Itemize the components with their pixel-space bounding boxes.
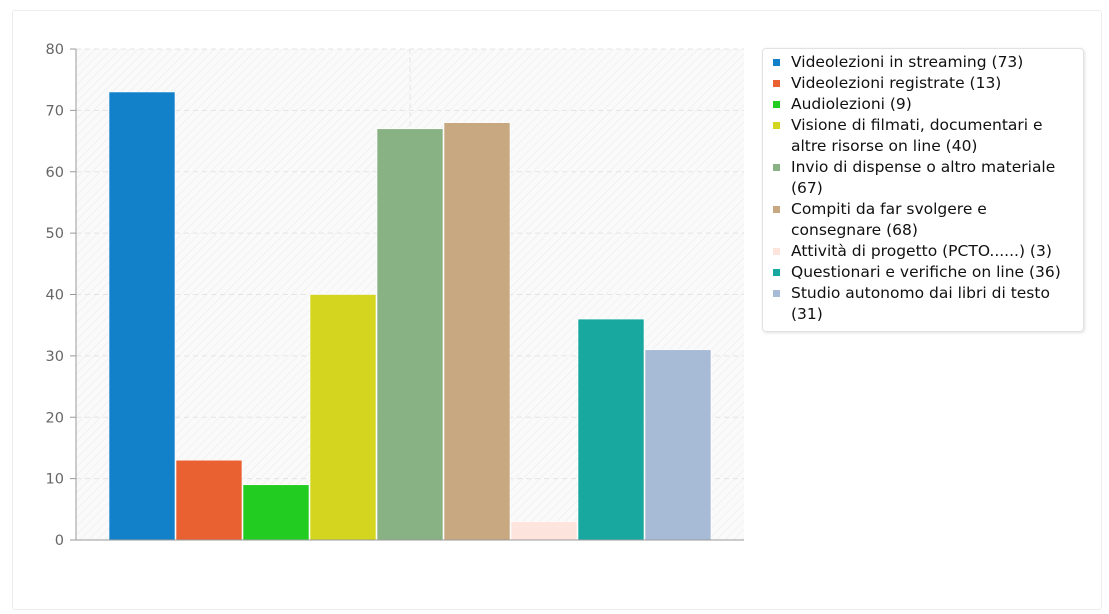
y-tick-label: 30 bbox=[46, 349, 64, 365]
legend-item[interactable]: Invio di dispense o altro materiale (67) bbox=[771, 157, 1075, 199]
y-tick-label: 80 bbox=[46, 42, 64, 58]
bar[interactable] bbox=[309, 294, 377, 541]
bar[interactable] bbox=[510, 521, 578, 541]
legend-swatch bbox=[773, 269, 780, 276]
y-tick-label: 60 bbox=[46, 165, 64, 181]
legend-item[interactable]: Videolezioni registrate (13) bbox=[771, 73, 1075, 94]
legend-label: Videolezioni in streaming (73) bbox=[791, 53, 1024, 71]
legend-swatch bbox=[773, 122, 780, 129]
bars bbox=[108, 91, 712, 541]
legend-item[interactable]: Visione di filmati, documentari e altre … bbox=[771, 115, 1075, 157]
legend-swatch bbox=[773, 101, 780, 108]
legend-item[interactable]: Compiti da far svolgere e consegnare (68… bbox=[771, 199, 1075, 241]
y-tick-labels: 0 10 20 30 40 50 60 70 80 bbox=[46, 42, 76, 549]
legend-item[interactable]: Videolezioni in streaming (73) bbox=[771, 52, 1075, 73]
y-tick-label: 40 bbox=[46, 288, 64, 304]
bar[interactable] bbox=[443, 122, 511, 541]
y-tick-label: 70 bbox=[46, 103, 64, 119]
legend-label: Videolezioni registrate (13) bbox=[791, 74, 1002, 92]
legend-label: Compiti da far svolgere e consegnare (68… bbox=[791, 200, 987, 239]
legend-item[interactable]: Studio autonomo dai libri di testo (31) bbox=[771, 283, 1075, 325]
legend-label: Attività di progetto (PCTO......) (3) bbox=[791, 242, 1052, 260]
y-tick-label: 0 bbox=[55, 533, 64, 549]
legend-label: Invio di dispense o altro materiale (67) bbox=[791, 158, 1056, 197]
bar[interactable] bbox=[108, 91, 176, 541]
legend-item[interactable]: Questionari e verifiche on line (36) bbox=[771, 262, 1075, 283]
legend-swatch bbox=[773, 290, 780, 297]
bar[interactable] bbox=[242, 484, 310, 541]
legend-label: Studio autonomo dai libri di testo (31) bbox=[791, 284, 1050, 323]
bar[interactable] bbox=[175, 459, 243, 541]
legend-swatch bbox=[773, 248, 780, 255]
legend-swatch bbox=[773, 59, 780, 66]
legend-item[interactable]: Attività di progetto (PCTO......) (3) bbox=[771, 241, 1075, 262]
chart-legend: Videolezioni in streaming (73) Videolezio… bbox=[762, 48, 1084, 332]
y-tick-label: 20 bbox=[46, 410, 64, 426]
legend-swatch bbox=[773, 206, 780, 213]
legend-swatch bbox=[773, 80, 780, 87]
bar[interactable] bbox=[577, 318, 645, 541]
legend-item[interactable]: Audiolezioni (9) bbox=[771, 94, 1075, 115]
y-tick-label: 50 bbox=[46, 226, 64, 242]
legend-label: Audiolezioni (9) bbox=[791, 95, 912, 113]
legend-label: Visione di filmati, documentari e altre … bbox=[791, 116, 1043, 155]
bar[interactable] bbox=[644, 349, 712, 541]
bar[interactable] bbox=[376, 128, 444, 541]
y-tick-label: 10 bbox=[46, 472, 64, 488]
legend-swatch bbox=[773, 164, 780, 171]
legend-label: Questionari e verifiche on line (36) bbox=[791, 263, 1061, 281]
